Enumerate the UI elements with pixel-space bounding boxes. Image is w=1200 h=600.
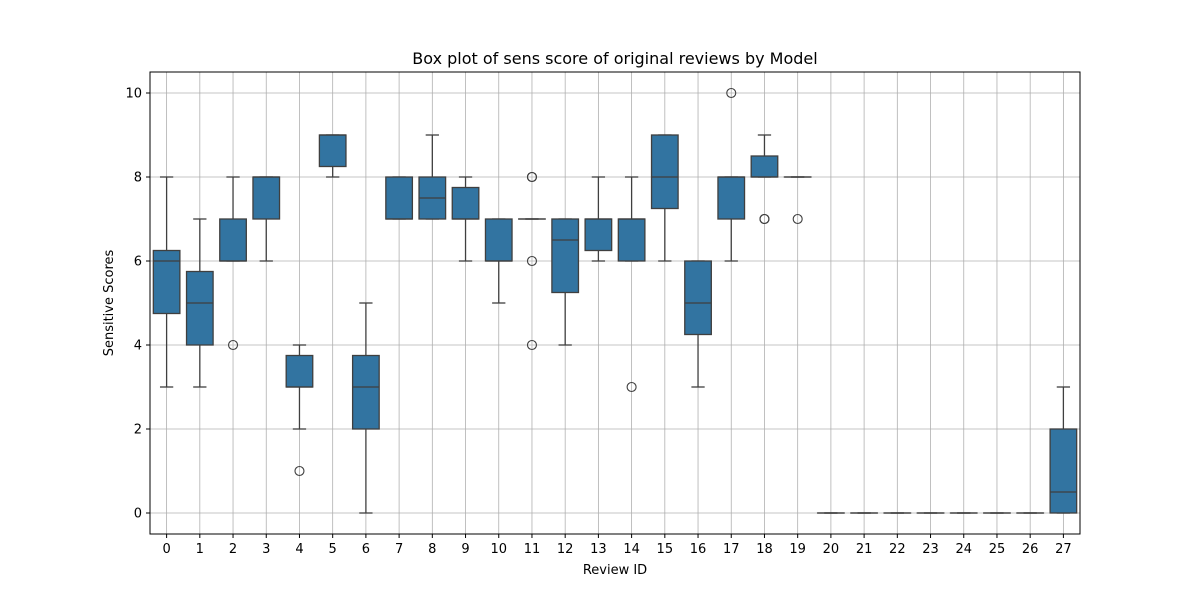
x-tick-label: 19 xyxy=(789,542,806,557)
y-tick-label: 0 xyxy=(134,507,142,522)
box-review-12 xyxy=(551,218,580,346)
x-tick-label: 18 xyxy=(756,542,773,557)
x-tick-label: 14 xyxy=(623,542,640,557)
box-review-1 xyxy=(185,218,214,388)
iqr-box xyxy=(219,218,247,262)
box-review-4 xyxy=(285,344,314,477)
iqr-box xyxy=(717,176,746,220)
x-tick-label: 27 xyxy=(1055,542,1072,557)
x-tick-label: 11 xyxy=(524,542,541,557)
box-review-9 xyxy=(451,176,480,262)
iqr-box xyxy=(252,176,281,220)
plot-frame xyxy=(149,71,1081,535)
box-review-11 xyxy=(518,171,546,351)
x-tick-label: 16 xyxy=(690,542,707,557)
outlier-point xyxy=(526,255,538,267)
y-tick-label: 4 xyxy=(134,339,142,354)
iqr-box xyxy=(484,218,513,262)
chart-title: Box plot of sens score of original revie… xyxy=(412,49,817,68)
box-review-5 xyxy=(318,134,347,178)
outlier-point xyxy=(526,339,538,351)
x-tick-label: 6 xyxy=(362,542,370,557)
outlier-point xyxy=(792,213,803,225)
x-tick-label: 26 xyxy=(1022,542,1039,557)
x-tick-label: 9 xyxy=(461,542,469,557)
box-review-13 xyxy=(584,176,613,262)
iqr-box xyxy=(684,260,712,336)
x-tick-label: 8 xyxy=(428,542,436,557)
box-review-27 xyxy=(1049,386,1078,514)
box-review-6 xyxy=(351,302,380,514)
x-tick-label: 3 xyxy=(262,542,270,557)
x-tick-label: 17 xyxy=(723,542,740,557)
box-review-19 xyxy=(783,176,812,225)
x-tick-label: 22 xyxy=(889,542,906,557)
x-tick-label: 24 xyxy=(955,542,972,557)
outlier-point xyxy=(726,87,737,99)
iqr-box xyxy=(617,218,646,262)
iqr-box xyxy=(318,134,347,168)
iqr-box xyxy=(185,270,214,346)
x-tick-label: 1 xyxy=(196,542,204,557)
y-tick-label: 8 xyxy=(134,171,142,186)
x-tick-label: 21 xyxy=(856,542,873,557)
iqr-box xyxy=(152,249,181,315)
y-tick-label: 6 xyxy=(134,255,142,270)
iqr-box xyxy=(650,134,679,210)
box-review-8 xyxy=(418,134,447,220)
y-axis-label: Sensitive Scores xyxy=(102,249,117,356)
iqr-box xyxy=(1049,428,1078,514)
iqr-box xyxy=(351,354,380,430)
iqr-box xyxy=(551,218,580,294)
box-review-16 xyxy=(684,260,712,388)
outlier-point xyxy=(759,213,770,225)
x-tick-label: 23 xyxy=(922,542,939,557)
box-review-17 xyxy=(717,87,746,262)
boxes-layer xyxy=(152,87,1078,514)
box-review-0 xyxy=(152,176,181,388)
x-tick-label: 5 xyxy=(329,542,337,557)
iqr-box xyxy=(385,176,414,220)
box-review-3 xyxy=(252,176,281,262)
x-tick-label: 15 xyxy=(657,542,674,557)
iqr-box xyxy=(285,354,314,388)
box-review-10 xyxy=(484,218,513,304)
x-tick-label: 2 xyxy=(229,542,237,557)
x-tick-label: 10 xyxy=(490,542,507,557)
x-tick-label: 13 xyxy=(590,542,607,557)
x-axis-label: Review ID xyxy=(583,563,647,578)
y-tick-label: 10 xyxy=(125,87,142,102)
x-tick-label: 7 xyxy=(395,542,403,557)
x-tick-label: 4 xyxy=(295,542,303,557)
box-review-7 xyxy=(385,176,414,220)
iqr-box xyxy=(451,186,480,220)
box-review-15 xyxy=(650,134,679,262)
iqr-box xyxy=(584,218,613,252)
x-tick-label: 0 xyxy=(162,542,170,557)
outlier-point xyxy=(626,381,637,393)
outlier-point xyxy=(294,465,305,477)
x-tick-label: 12 xyxy=(557,542,574,557)
y-tick-label: 2 xyxy=(134,423,142,438)
box-review-2 xyxy=(219,176,247,351)
x-tick-label: 20 xyxy=(823,542,840,557)
iqr-box xyxy=(750,155,779,178)
box-review-14 xyxy=(617,176,646,393)
x-tick-label: 25 xyxy=(989,542,1006,557)
outlier-point xyxy=(526,171,538,183)
box-review-18 xyxy=(750,134,779,225)
outlier-point xyxy=(227,339,239,351)
